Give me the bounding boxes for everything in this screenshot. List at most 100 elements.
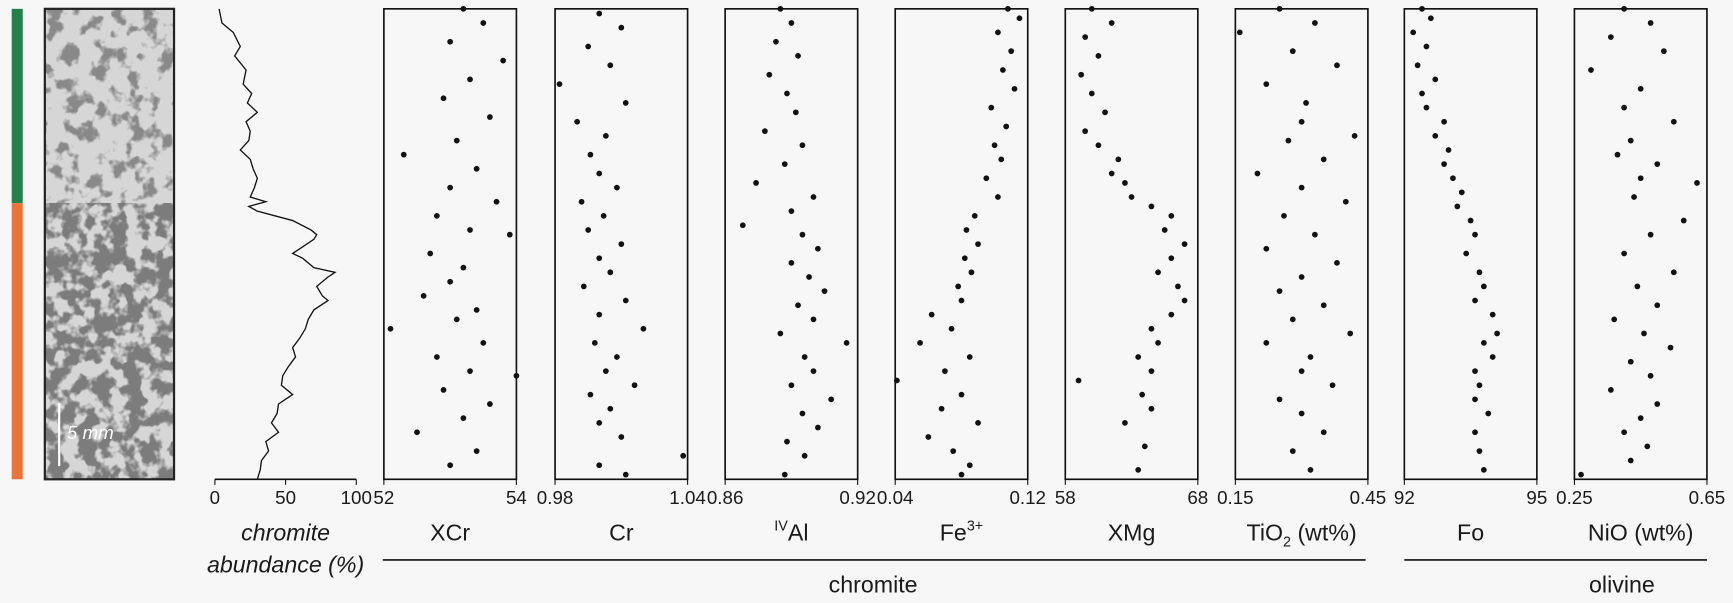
point — [1614, 151, 1621, 158]
point — [622, 100, 629, 106]
point — [1661, 48, 1667, 55]
point — [1289, 316, 1296, 323]
point — [1694, 180, 1700, 186]
axis-label-part: XCr — [430, 520, 470, 546]
axis-label: IVAl — [774, 518, 808, 545]
point — [1480, 339, 1487, 346]
x-tick-label: 54 — [506, 487, 527, 508]
point — [1115, 156, 1122, 163]
point — [434, 354, 440, 360]
point — [1347, 330, 1354, 337]
axis-label: NiO (wt%) — [1588, 520, 1694, 546]
point — [1472, 231, 1478, 238]
point — [480, 339, 487, 346]
point — [966, 462, 973, 469]
point — [942, 368, 948, 374]
point — [487, 114, 493, 120]
point — [1128, 194, 1135, 200]
x-tick-label: 0 — [210, 487, 220, 508]
point — [440, 387, 447, 393]
point — [1454, 203, 1461, 210]
point — [1450, 175, 1456, 182]
point — [1627, 457, 1634, 464]
point — [596, 462, 603, 469]
point — [1329, 382, 1336, 389]
point — [1427, 15, 1434, 22]
point — [596, 170, 603, 177]
point — [991, 142, 998, 149]
point — [1161, 227, 1168, 233]
point — [1148, 203, 1155, 210]
x-tick-label: 0.45 — [1350, 487, 1387, 508]
point — [1480, 467, 1487, 473]
point — [925, 434, 932, 440]
point — [958, 471, 965, 478]
point — [815, 245, 821, 252]
point — [1476, 448, 1483, 454]
point — [614, 354, 620, 360]
photo: 5 mm — [43, 7, 176, 481]
x-tick-label: 0.12 — [1009, 487, 1046, 508]
point — [1082, 34, 1089, 40]
point — [810, 316, 817, 323]
panel-frame — [383, 8, 518, 481]
point — [1489, 354, 1496, 360]
point — [938, 405, 945, 412]
point — [1281, 212, 1287, 219]
point — [1181, 297, 1188, 304]
point — [1419, 90, 1425, 97]
point — [966, 354, 973, 360]
point — [506, 231, 513, 238]
panel-frame — [554, 8, 689, 481]
point — [1627, 358, 1634, 365]
axis-label-part: (wt%) — [1291, 520, 1357, 546]
x-tick-label: 95 — [1526, 487, 1547, 508]
point — [580, 283, 587, 290]
point — [762, 128, 768, 135]
x-tick-label: 50 — [275, 487, 296, 508]
point — [596, 10, 603, 17]
panel-frame — [894, 8, 1029, 481]
point — [1670, 118, 1677, 125]
point — [591, 339, 598, 346]
point — [1011, 85, 1018, 92]
point — [1263, 339, 1270, 346]
point — [453, 137, 460, 144]
point — [414, 429, 420, 436]
point — [1644, 443, 1651, 450]
point — [596, 419, 603, 426]
axis-label-part: abundance (%) — [207, 552, 364, 578]
point — [1472, 396, 1478, 403]
point — [777, 330, 784, 337]
point — [963, 227, 970, 233]
point — [988, 104, 995, 111]
lower-zone-bar — [11, 203, 23, 480]
point — [810, 194, 817, 200]
point — [1108, 170, 1115, 177]
upper-zone-bar — [11, 8, 23, 204]
point — [460, 5, 467, 12]
axis-label-part: 2 — [1283, 534, 1291, 550]
point — [1334, 62, 1340, 69]
group-label: chromite — [829, 572, 918, 598]
axis-label: Cr — [609, 520, 634, 546]
point — [1637, 415, 1644, 422]
point — [1654, 161, 1661, 167]
point — [447, 184, 454, 191]
point — [1108, 20, 1115, 26]
point — [440, 95, 447, 102]
point — [1307, 354, 1314, 360]
point — [447, 38, 454, 45]
point — [968, 269, 975, 276]
point — [607, 62, 614, 69]
point — [1276, 5, 1283, 12]
point — [1276, 288, 1283, 294]
point — [815, 424, 821, 431]
point — [614, 184, 620, 191]
point — [739, 222, 746, 229]
point — [810, 368, 817, 374]
point — [795, 302, 801, 309]
point — [1135, 354, 1142, 360]
axis-label: XCr — [430, 520, 470, 546]
point — [983, 175, 990, 182]
